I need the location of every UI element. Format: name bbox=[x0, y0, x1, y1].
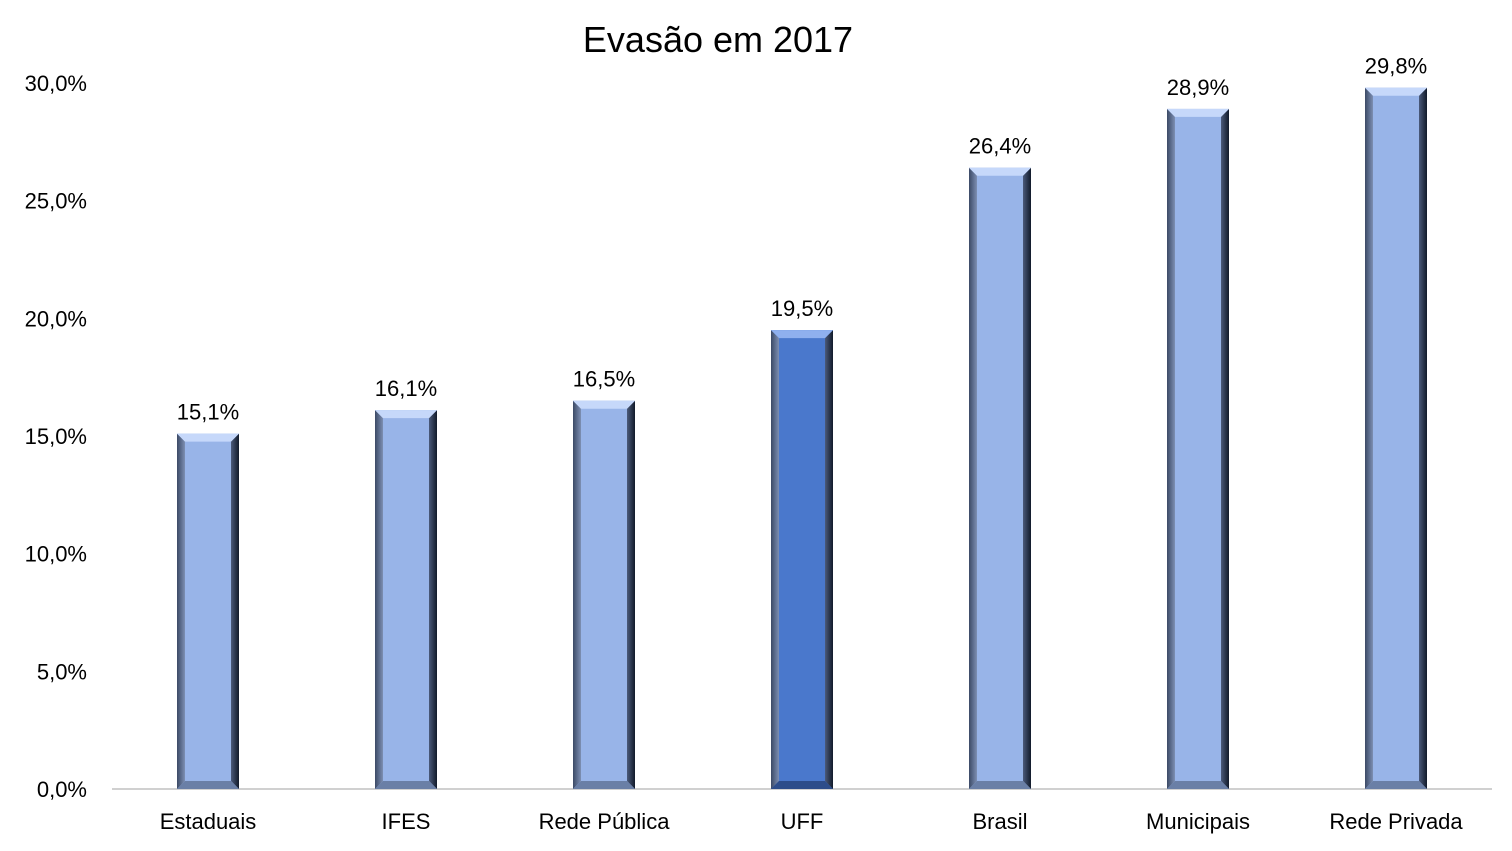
x-axis: Estaduais IFES Rede Pública UFF Brasil Munici… bbox=[160, 809, 1464, 834]
data-label: 16,1% bbox=[375, 376, 437, 401]
x-tick-label: Municipais bbox=[1146, 809, 1250, 834]
data-label: 29,8% bbox=[1365, 54, 1427, 79]
x-tick-label: UFF bbox=[781, 809, 824, 834]
bar-bevel-right bbox=[627, 400, 635, 789]
bar-bevel-right bbox=[429, 410, 437, 789]
y-tick-label: 0,0% bbox=[37, 777, 87, 802]
bar-bevel-top bbox=[969, 167, 1031, 176]
bar-bevel-bottom bbox=[771, 781, 833, 789]
bar-rede-privada: 29,8% bbox=[1365, 54, 1427, 789]
bar-bevel-bottom bbox=[573, 781, 635, 789]
bar-bevel-top bbox=[375, 410, 437, 419]
bar-bevel-bottom bbox=[1365, 781, 1427, 789]
bar-bevel-right bbox=[825, 330, 833, 789]
bar-bevel-left bbox=[1167, 108, 1175, 790]
bar-face bbox=[969, 167, 1031, 790]
bar-bevel-right bbox=[1023, 167, 1031, 790]
bar-rede-pública: 16,5% bbox=[573, 367, 635, 789]
bar-bevel-top bbox=[1167, 108, 1229, 117]
x-tick-label: IFES bbox=[382, 809, 431, 834]
bar-bevel-bottom bbox=[375, 781, 437, 789]
bar-face bbox=[375, 410, 437, 789]
bar-bevel-left bbox=[1365, 87, 1373, 789]
bar-face bbox=[771, 330, 833, 789]
y-tick-label: 15,0% bbox=[25, 424, 87, 449]
bar-uff: 19,5% bbox=[771, 296, 833, 789]
bar-bevel-top bbox=[177, 433, 239, 442]
bar-brasil: 26,4% bbox=[969, 134, 1031, 790]
x-tick-label: Rede Pública bbox=[539, 809, 671, 834]
y-tick-label: 10,0% bbox=[25, 542, 87, 567]
bar-face bbox=[573, 400, 635, 789]
bar-face bbox=[1365, 87, 1427, 789]
bar-face bbox=[177, 433, 239, 789]
data-label: 15,1% bbox=[177, 400, 239, 425]
data-label: 16,5% bbox=[573, 367, 635, 392]
x-tick-label: Estaduais bbox=[160, 809, 257, 834]
bar-bevel-top bbox=[771, 330, 833, 339]
y-tick-label: 25,0% bbox=[25, 189, 87, 214]
bar-bevel-left bbox=[969, 167, 977, 790]
bar-bevel-top bbox=[1365, 87, 1427, 96]
y-tick-label: 5,0% bbox=[37, 659, 87, 684]
x-tick-label: Brasil bbox=[972, 809, 1027, 834]
y-axis: 0,0% 5,0% 10,0% 15,0% 20,0% 25,0% 30,0% bbox=[25, 71, 87, 802]
chart-title: Evasão em 2017 bbox=[583, 19, 853, 60]
bar-municipais: 28,9% bbox=[1167, 75, 1229, 790]
bar-bevel-top bbox=[573, 400, 635, 409]
bar-bevel-left bbox=[771, 330, 779, 789]
bar-bevel-left bbox=[177, 433, 185, 789]
bar-estaduais: 15,1% bbox=[177, 400, 239, 789]
bar-bevel-right bbox=[231, 433, 239, 789]
bars: 15,1% 16,1% 16,5% 19,5% 26,4% 28,9% 29,8% bbox=[177, 54, 1427, 790]
bar-bevel-bottom bbox=[1167, 781, 1229, 789]
data-label: 19,5% bbox=[771, 296, 833, 321]
bar-bevel-right bbox=[1419, 87, 1427, 789]
data-label: 26,4% bbox=[969, 134, 1031, 159]
bar-bevel-bottom bbox=[969, 781, 1031, 789]
x-tick-label: Rede Privada bbox=[1329, 809, 1463, 834]
bar-bevel-left bbox=[573, 400, 581, 789]
bar-bevel-right bbox=[1221, 108, 1229, 790]
y-tick-label: 20,0% bbox=[25, 306, 87, 331]
data-label: 28,9% bbox=[1167, 75, 1229, 100]
bar-ifes: 16,1% bbox=[375, 376, 437, 789]
bar-bevel-bottom bbox=[177, 781, 239, 789]
y-tick-label: 30,0% bbox=[25, 71, 87, 96]
bar-bevel-left bbox=[375, 410, 383, 789]
bar-face bbox=[1167, 108, 1229, 790]
